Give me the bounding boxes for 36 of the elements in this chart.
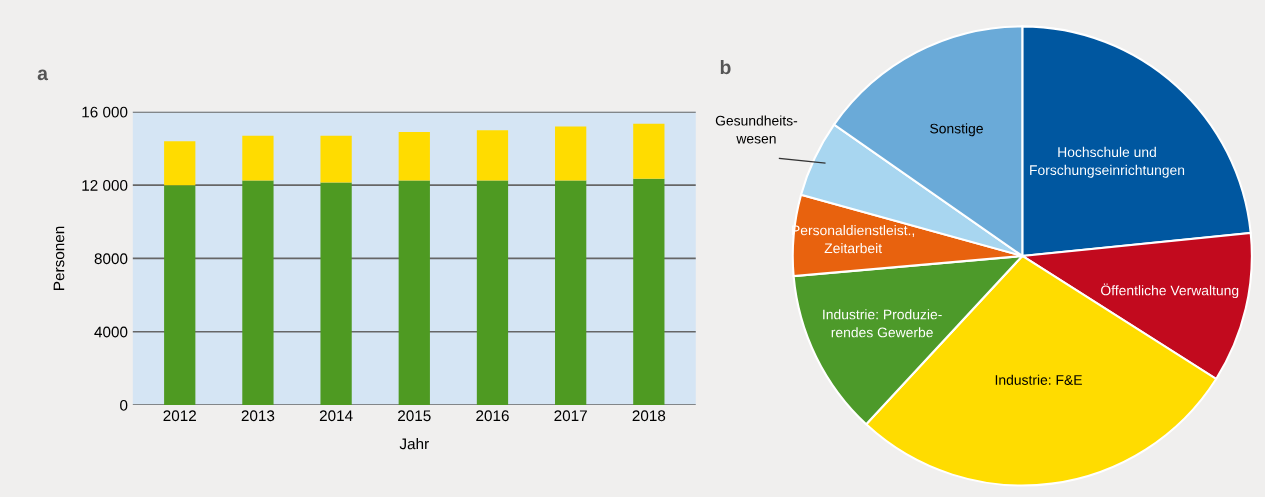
slice-label: Industrie: Produzie- rendes Gewerbe <box>823 309 942 338</box>
x-tick-label: 2015 <box>398 410 431 422</box>
y-tick-label: 0 <box>120 399 128 411</box>
slice-label: Industrie: F&E <box>995 374 1082 385</box>
x-tick-label: 2013 <box>241 410 275 422</box>
bar <box>476 130 509 181</box>
bar <box>633 123 665 179</box>
slice-label: Öffentliche Verwaltung <box>1101 283 1239 299</box>
bar <box>320 182 352 406</box>
bar <box>476 180 509 406</box>
x-tick-label: 2014 <box>319 410 353 422</box>
slice-label: Gesundheits- wesen <box>715 115 798 144</box>
bar <box>164 185 196 406</box>
slice-label: Hochschule und Forschungseinrichtungen <box>1030 146 1185 178</box>
x-tick-label: 2018 <box>632 410 666 422</box>
bar <box>242 180 274 406</box>
y-tick-label: 12 000 <box>82 180 128 191</box>
x-axis-title: Jahr <box>399 438 429 450</box>
bar <box>398 131 430 181</box>
y-tick-label: 8000 <box>94 253 128 265</box>
x-tick-label: 2012 <box>163 410 196 422</box>
text: b <box>720 59 731 75</box>
bar <box>633 178 665 406</box>
bar <box>320 135 352 183</box>
slice-label: Sonstige <box>930 123 983 137</box>
bar <box>555 180 587 406</box>
chart-title: a <box>37 69 49 81</box>
bar <box>164 141 196 186</box>
x-tick-label: 2017 <box>554 410 587 422</box>
y-tick-label: 4000 <box>94 326 128 338</box>
x-tick-label: 2016 <box>476 410 509 422</box>
y-tick-label: 16 000 <box>82 106 128 118</box>
bar <box>398 180 430 406</box>
y-axis-title: Personen <box>53 226 65 290</box>
bar <box>555 126 587 181</box>
bar <box>242 135 274 181</box>
